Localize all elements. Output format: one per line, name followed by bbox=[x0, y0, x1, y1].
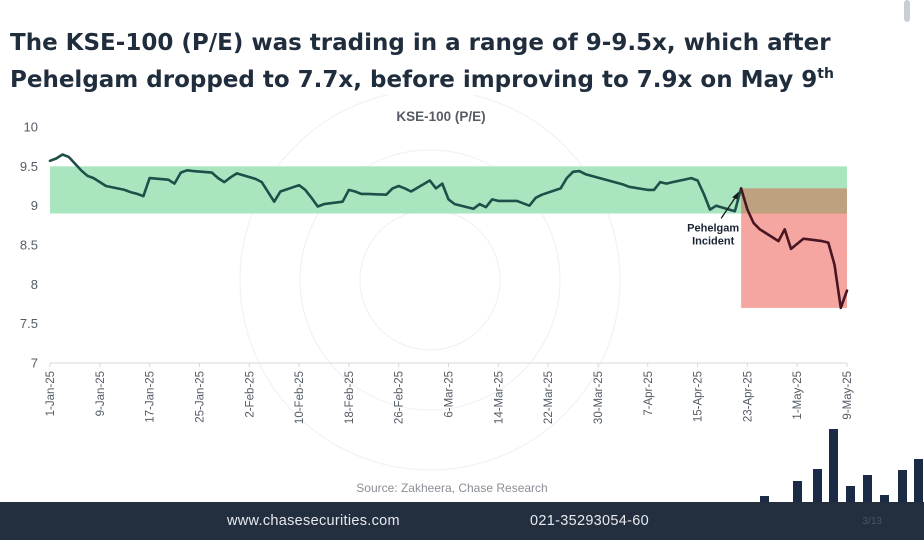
y-tick-label: 8 bbox=[31, 277, 38, 292]
x-tick-label: 15-Apr-25 bbox=[693, 371, 705, 422]
x-tick-label: 6-Mar-25 bbox=[444, 371, 456, 418]
y-tick-label: 9.5 bbox=[20, 159, 38, 174]
series-line-0 bbox=[48, 153, 743, 213]
footer-website-link[interactable]: www.chasesecurities.com bbox=[227, 513, 400, 529]
chart-axes: 10 9.5 9 8.5 8 7.5 7 1-Jan-25 9-Jan-25 17-Jan-25 2… bbox=[20, 120, 854, 425]
watermark-ring-1 bbox=[299, 149, 561, 411]
footer-bar: www.chasesecurities.com 021-35293054-60 … bbox=[0, 502, 924, 540]
pe-line-chart: 10 9.5 9 8.5 8 7.5 7 1-Jan-25 9-Jan-25 17-Jan-25 2… bbox=[20, 95, 854, 495]
x-tick-label: 9-Jan-25 bbox=[95, 371, 107, 416]
chart-title: KSE-100 (P/E) bbox=[396, 109, 485, 124]
y-tick-label: 7 bbox=[31, 356, 38, 371]
watermark-ring-0 bbox=[239, 95, 621, 471]
annotation-label-line: Incident bbox=[692, 235, 735, 247]
annotation-arrow-head bbox=[732, 191, 740, 200]
x-tick-label: 10-Feb-25 bbox=[294, 371, 306, 424]
footer-phone: 021-35293054-60 bbox=[530, 513, 649, 529]
chart-lines bbox=[48, 153, 849, 310]
x-tick-label: 23-Apr-25 bbox=[742, 371, 754, 422]
page-number: 3/13 bbox=[862, 516, 882, 527]
slide-title: The KSE-100 (P/E) was trading in a range… bbox=[10, 30, 834, 93]
x-tick-label: 22-Mar-25 bbox=[543, 371, 555, 424]
range-band-9-to-9.5 bbox=[50, 166, 847, 214]
y-tick-label: 10 bbox=[24, 120, 38, 135]
scrollbar-thumb[interactable] bbox=[904, 0, 910, 22]
x-tick-label: 17-Jan-25 bbox=[145, 371, 157, 423]
y-tick-label: 8.5 bbox=[20, 238, 38, 253]
annotation-label-line: Pehelgam bbox=[687, 222, 739, 234]
x-tick-label: 14-Mar-25 bbox=[493, 371, 505, 424]
y-tick-label: 7.5 bbox=[20, 316, 38, 331]
x-tick-label: 18-Feb-25 bbox=[344, 371, 356, 424]
series-line-1 bbox=[739, 187, 849, 310]
x-tick-label: 7-Apr-25 bbox=[643, 371, 655, 416]
watermark-ring-2 bbox=[359, 209, 501, 351]
x-tick-label: 9-May-25 bbox=[842, 371, 854, 420]
x-tick-label: 2-Feb-25 bbox=[244, 371, 256, 418]
y-tick-label: 9 bbox=[31, 198, 38, 213]
band-overlap-region bbox=[741, 188, 847, 214]
title-superscript: th bbox=[817, 66, 834, 82]
x-tick-label: 25-Jan-25 bbox=[194, 371, 206, 423]
source-note: Source: Zakheera, Chase Research bbox=[356, 481, 547, 495]
x-tick-label: 26-Feb-25 bbox=[394, 371, 406, 424]
x-tick-label: 1-May-25 bbox=[792, 371, 804, 420]
x-tick-label: 30-Mar-25 bbox=[593, 371, 605, 424]
x-tick-label: 1-Jan-25 bbox=[45, 371, 57, 416]
